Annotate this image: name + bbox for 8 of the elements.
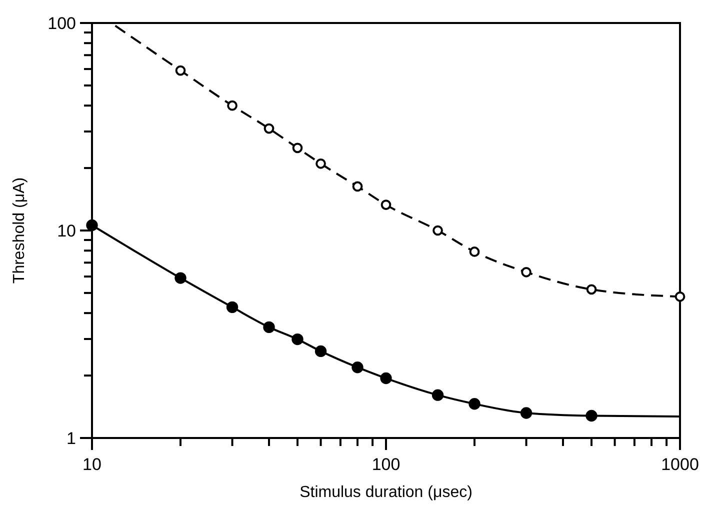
y-tick-label: 100 — [48, 14, 76, 33]
y-tick-label: 10 — [57, 221, 76, 240]
x-axis-title: Stimulus duration (μsec) — [300, 484, 472, 501]
x-tick-label: 100 — [372, 455, 400, 474]
y-tick-label: 1 — [66, 428, 76, 448]
y-axis-title: Threshold (μA) — [11, 177, 28, 284]
x-tick-label: 1000 — [661, 455, 699, 474]
x-tick-label: 10 — [82, 455, 102, 474]
